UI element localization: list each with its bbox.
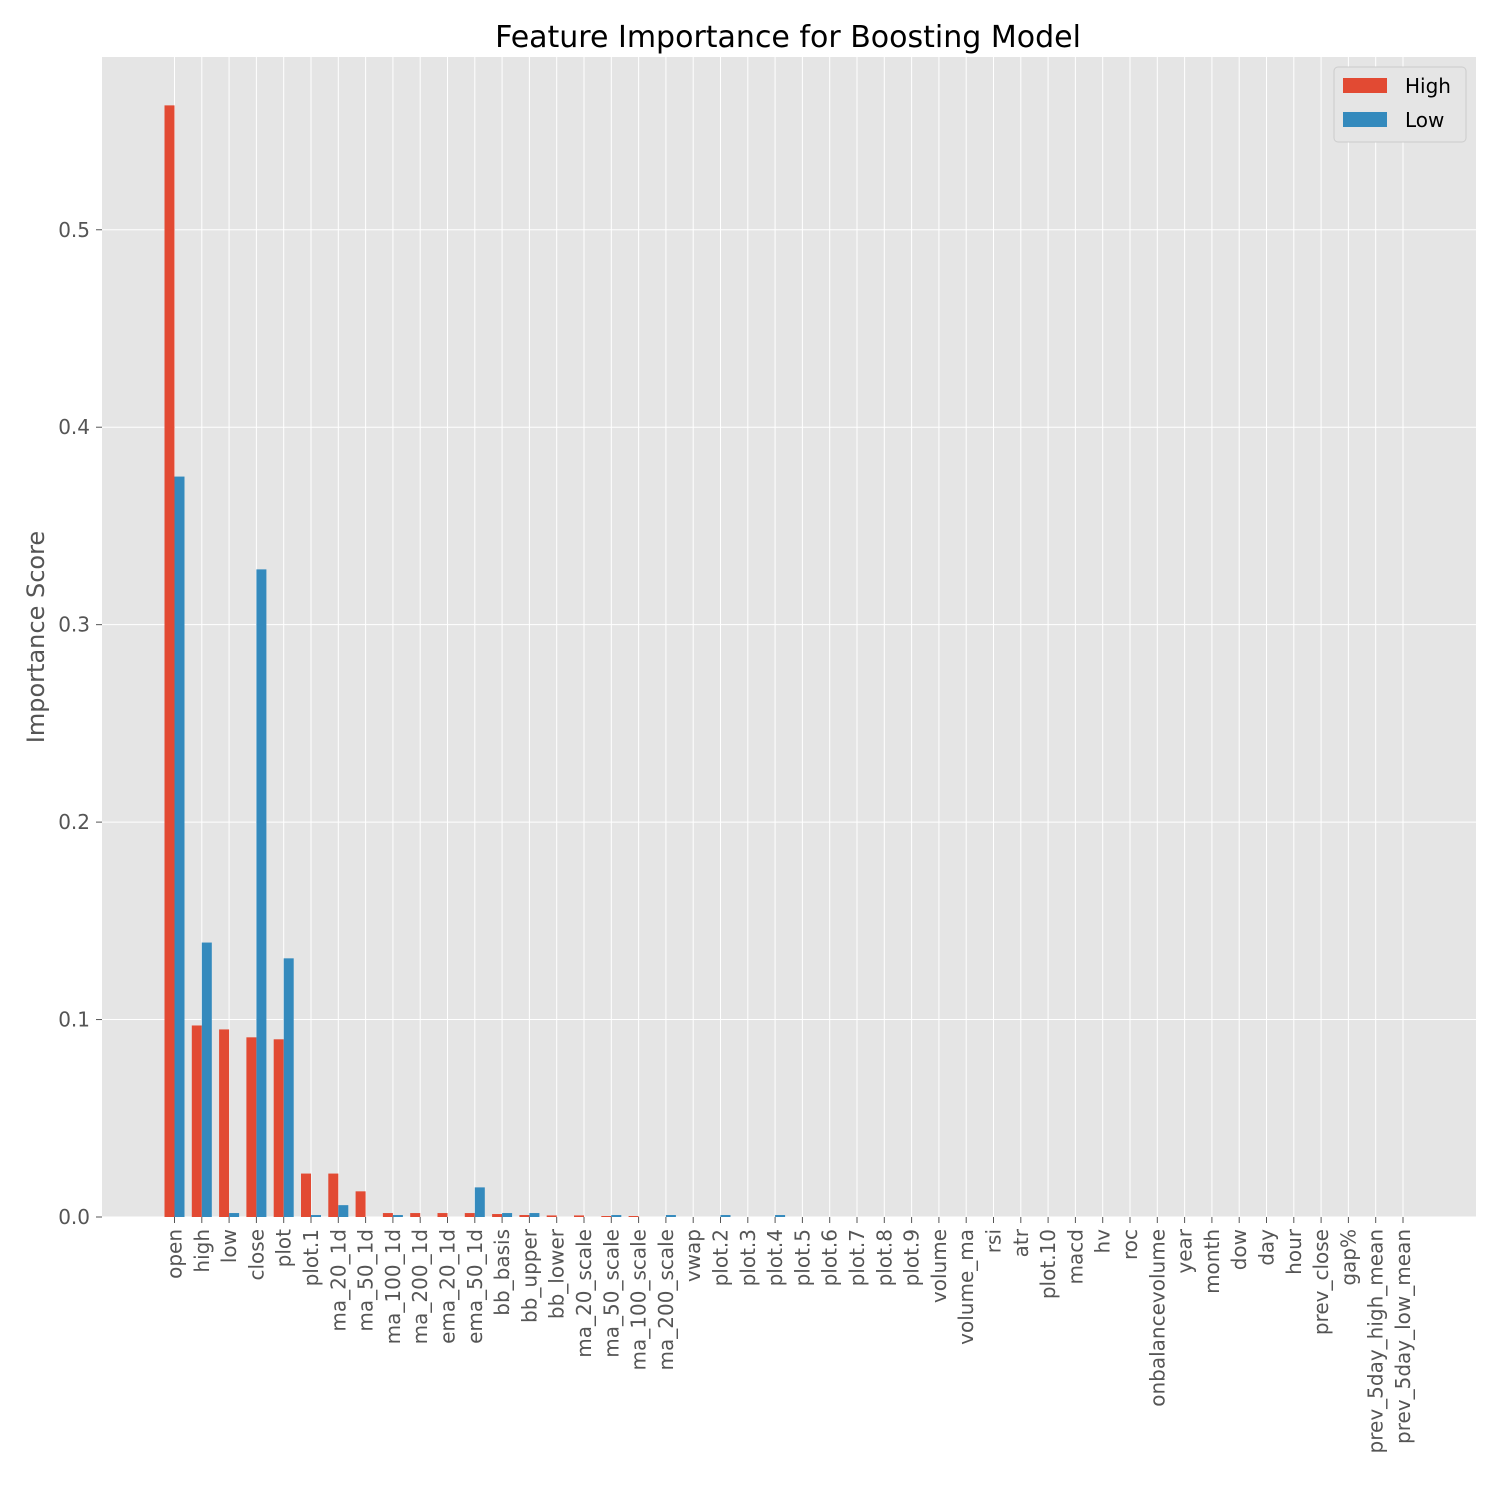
bar-high-ma_100_1d: [382, 1213, 393, 1217]
x-tick-label: plot: [272, 1229, 296, 1267]
x-tick-label: vwap: [681, 1229, 705, 1282]
chart-title: Feature Importance for Boosting Model: [495, 20, 1081, 55]
legend-swatch-low: [1343, 112, 1387, 127]
x-tick-label: volume_ma: [954, 1229, 978, 1345]
x-axis-ticks: open high low close plot plot.1 ma_20_1d ma_50_…: [163, 1217, 1415, 1453]
x-tick-label: day: [1255, 1229, 1279, 1266]
bar-low-ma_20_1d: [338, 1205, 349, 1217]
bar-low-open: [174, 476, 185, 1217]
x-tick-label: prev_5day_high_mean: [1364, 1229, 1388, 1453]
bar-high-bb_lower: [546, 1215, 557, 1217]
x-tick-label: low: [217, 1229, 241, 1263]
x-tick-label: ma_20_scale: [572, 1229, 596, 1358]
bar-low-ma_200_scale: [665, 1215, 676, 1217]
bar-low-plot: [283, 958, 294, 1217]
legend-label-low: Low: [1405, 108, 1444, 132]
legend-swatch-high: [1343, 78, 1387, 93]
x-tick-label: plot.7: [845, 1229, 869, 1286]
bar-high-low: [219, 1029, 230, 1217]
bars: [164, 105, 786, 1217]
bar-high-ma_200_1d: [410, 1213, 421, 1217]
x-tick-label: plot.9: [900, 1229, 924, 1286]
bar-high-ma_20_1d: [328, 1173, 339, 1217]
x-tick-label: rsi: [982, 1229, 1006, 1253]
x-tick-label: plot.10: [1036, 1229, 1060, 1299]
y-tick-label: 0.5: [58, 218, 90, 242]
x-tick-label: ma_20_1d: [326, 1229, 350, 1332]
y-tick-label: 0.4: [58, 415, 90, 439]
bar-low-bb_upper: [529, 1213, 540, 1217]
bar-high-ma_50_1d: [355, 1191, 366, 1217]
bar-high-plot.1: [301, 1173, 311, 1217]
x-tick-label: bb_basis: [490, 1229, 514, 1316]
x-tick-label: plot.6: [818, 1229, 842, 1286]
bar-high-close: [246, 1037, 257, 1217]
bar-low-plot.1: [311, 1215, 321, 1217]
y-tick-label: 0.1: [58, 1008, 90, 1032]
x-tick-label: prev_5day_low_mean: [1391, 1229, 1415, 1444]
legend: High Low: [1333, 66, 1467, 143]
x-tick-label: ma_200_1d: [408, 1229, 432, 1344]
x-tick-label: ma_50_scale: [599, 1229, 623, 1358]
bar-high-ema_20_1d: [437, 1213, 448, 1217]
x-tick-label: ema_50_1d: [463, 1229, 487, 1344]
bar-high-bb_upper: [519, 1215, 530, 1217]
x-tick-label: ema_20_1d: [436, 1229, 460, 1344]
bar-low-plot.2: [720, 1215, 731, 1217]
y-axis-ticks: 0.0 0.1 0.2 0.3 0.4 0.5: [58, 218, 102, 1229]
x-tick-label: plot.2: [709, 1229, 733, 1286]
x-tick-label: year: [1173, 1228, 1197, 1273]
x-tick-label: macd: [1063, 1229, 1087, 1284]
bar-high-plot: [273, 1039, 284, 1217]
x-tick-label: plot.5: [790, 1229, 814, 1286]
bar-low-bb_basis: [502, 1213, 513, 1217]
x-tick-label: plot.3: [736, 1229, 760, 1286]
bar-high-ma_20_scale: [574, 1215, 584, 1217]
y-axis-label: Importance Score: [22, 531, 50, 743]
legend-label-high: High: [1405, 74, 1451, 98]
y-tick-label: 0.0: [58, 1205, 90, 1229]
x-tick-label: plot.8: [872, 1229, 896, 1286]
x-tick-label: ma_50_1d: [354, 1229, 378, 1332]
bar-low-high: [201, 942, 212, 1217]
x-tick-label: plot.1: [299, 1229, 323, 1286]
bar-low-ma_50_scale: [611, 1215, 622, 1217]
bar-high-bb_basis: [492, 1214, 503, 1217]
grid-lines: [102, 57, 1476, 1218]
x-tick-label: hv: [1091, 1229, 1115, 1254]
x-tick-label: month: [1200, 1229, 1224, 1294]
x-tick-label: close: [244, 1229, 268, 1281]
bar-low-ma_100_1d: [392, 1215, 403, 1217]
bar-low-ema_50_1d: [474, 1187, 485, 1217]
x-tick-label: onbalancevolume: [1145, 1229, 1169, 1407]
x-tick-label: roc: [1118, 1229, 1142, 1260]
bar-high-open: [164, 105, 175, 1217]
x-tick-label: plot.4: [763, 1229, 787, 1286]
x-tick-label: bb_lower: [545, 1228, 569, 1319]
x-tick-label: ma_200_scale: [654, 1229, 678, 1370]
bar-high-ma_100_scale: [628, 1216, 639, 1217]
x-tick-label: ma_100_1d: [381, 1229, 405, 1344]
bar-low-plot.4: [775, 1215, 786, 1217]
x-tick-label: volume: [927, 1229, 951, 1303]
x-tick-label: bb_upper: [517, 1228, 541, 1323]
x-tick-label: open: [163, 1229, 187, 1279]
plot-area: [102, 57, 1476, 1217]
bar-high-ma_50_scale: [601, 1216, 612, 1217]
x-tick-label: hour: [1282, 1228, 1306, 1275]
y-tick-label: 0.2: [58, 810, 90, 834]
x-tick-label: atr: [1009, 1228, 1033, 1257]
bar-low-close: [256, 569, 267, 1217]
y-tick-label: 0.3: [58, 613, 90, 637]
bar-high-high: [191, 1025, 202, 1217]
bar-high-ema_50_1d: [464, 1213, 475, 1217]
x-tick-label: prev_close: [1309, 1229, 1333, 1335]
x-tick-label: dow: [1227, 1229, 1251, 1270]
x-tick-label: gap%: [1336, 1229, 1360, 1286]
bar-low-low: [229, 1213, 240, 1217]
x-tick-label: high: [190, 1229, 214, 1273]
x-tick-label: ma_100_scale: [627, 1229, 651, 1370]
